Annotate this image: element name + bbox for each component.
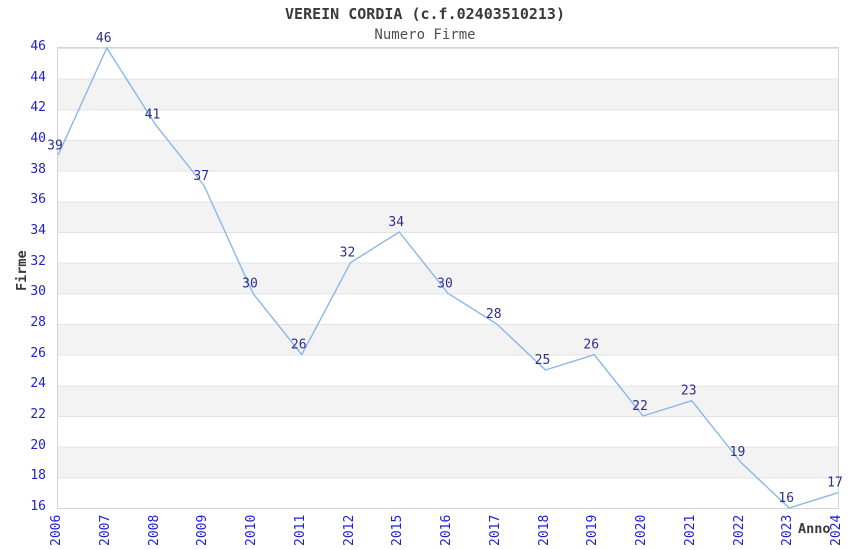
y-tick-label: 22 <box>30 407 46 422</box>
x-tick-label: 2024 <box>829 514 844 546</box>
y-tick-label: 40 <box>30 131 46 146</box>
data-point-label: 37 <box>193 169 209 184</box>
data-point-label: 16 <box>778 491 794 506</box>
chart-title: VEREIN CORDIA (c.f.02403510213) <box>285 5 565 23</box>
y-tick-label: 42 <box>30 100 46 116</box>
y-tick-label: 30 <box>30 284 46 300</box>
data-point-label: 28 <box>486 307 502 322</box>
x-tick-label: 2006 <box>49 514 64 546</box>
data-point-label: 30 <box>437 276 453 291</box>
chart-subtitle: Numero Firme <box>374 27 476 43</box>
data-point-label: 30 <box>242 276 258 291</box>
y-tick-label: 20 <box>30 437 46 453</box>
data-point-label: 19 <box>730 445 746 460</box>
y-tick-label: 32 <box>30 253 46 269</box>
data-point-label: 39 <box>47 138 63 153</box>
y-tick-label: 38 <box>30 161 46 177</box>
x-tick-label: 2020 <box>634 514 649 546</box>
data-point-label: 22 <box>632 399 648 414</box>
data-point-label: 34 <box>388 215 404 230</box>
data-point-label: 17 <box>827 476 843 491</box>
data-point-label: 41 <box>145 108 161 123</box>
data-point-label: 25 <box>535 353 551 368</box>
y-tick-label: 46 <box>30 39 46 54</box>
x-tick-label: 2022 <box>731 514 747 546</box>
x-tick-label: 2015 <box>390 514 406 546</box>
x-tick-label: 2012 <box>341 514 357 546</box>
x-tick-label: 2021 <box>682 514 698 546</box>
y-tick-label: 28 <box>30 315 46 330</box>
x-tick-label: 2019 <box>585 514 601 546</box>
x-tick-label: 2010 <box>244 514 259 546</box>
data-point-label: 46 <box>96 31 112 46</box>
y-tick-label: 34 <box>30 223 46 238</box>
plot-area: 39 46 41 37 30 26 32 34 30 28 25 26 22 23 19 16 17 <box>47 31 843 509</box>
y-tick-label: 16 <box>30 499 46 514</box>
x-tick-label: 2017 <box>487 514 503 546</box>
x-tick-label: 2007 <box>97 514 113 546</box>
x-tick-label: 2011 <box>292 514 308 546</box>
x-tick-label: 2018 <box>536 514 552 546</box>
data-point-label: 26 <box>583 338 599 353</box>
y-tick-label: 36 <box>30 192 46 208</box>
x-tick-label: 2009 <box>195 514 211 546</box>
data-point-label: 26 <box>291 338 307 353</box>
y-tick-label: 18 <box>30 468 46 484</box>
data-point-label: 32 <box>340 246 356 261</box>
line-series-canvas: 39 46 41 37 30 26 32 34 30 28 25 26 22 23 19 16 17 <box>47 31 843 509</box>
x-tick-label: 2016 <box>439 514 454 546</box>
x-tick-label: 2008 <box>146 514 162 546</box>
x-tick-label: 2023 <box>780 514 796 546</box>
y-tick-label: 44 <box>30 69 46 85</box>
firme-line-series <box>57 47 839 509</box>
data-point-label: 23 <box>681 384 697 399</box>
y-tick-label: 24 <box>30 376 46 392</box>
y-tick-label: 26 <box>30 345 46 361</box>
x-axis-title: Anno <box>798 521 831 537</box>
